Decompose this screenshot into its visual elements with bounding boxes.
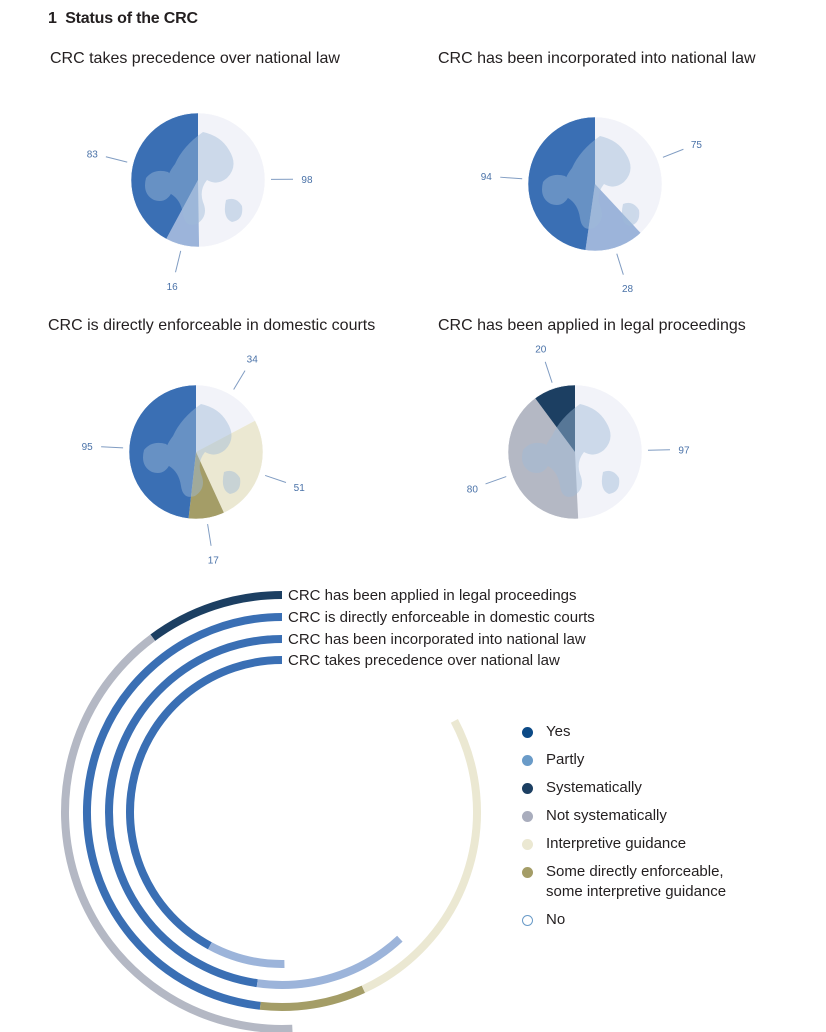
section-title: Status of the CRC [65, 10, 198, 27]
radial-ring-0-seg-not-systematically [61, 634, 293, 1032]
pie-0-value-yes: 83 [87, 149, 99, 160]
pie-0-leader-partly [175, 250, 182, 273]
pie-3: 97 80 20 [467, 344, 690, 520]
legend-item-no: No [518, 910, 726, 930]
pie-1-leader-yes [500, 176, 523, 180]
pie-3-slice-no [575, 385, 642, 519]
page-title: 1 Status of the CRC [48, 10, 198, 28]
pie-0-slice-no [198, 113, 265, 247]
pie-2-value-yes: 95 [82, 442, 94, 453]
pie-title-precedence: CRC takes precedence over national law [50, 50, 340, 67]
radial-ring-0-seg-systematically [150, 591, 283, 641]
pie-1-globe-icon [542, 136, 640, 229]
pie-3-value-systematically: 20 [535, 344, 547, 355]
pie-charts: 98 16 83 75 28 94 34 51 17 95 97 80 20 [82, 112, 703, 567]
pie-3-leader-no [647, 449, 670, 451]
pie-3-leader-not-systematically [485, 476, 507, 485]
legend-swatch-some-enforceable [522, 867, 533, 878]
radial-ring-1: CRC is directly enforceable in domestic … [83, 609, 595, 1012]
pie-2-value-interpretive-guidance: 51 [294, 483, 306, 494]
pie-3-value-not-systematically: 80 [467, 485, 479, 496]
legend-item-some-enforceable: Some directly enforceable, some interpre… [518, 862, 726, 902]
pie-0: 98 16 83 [87, 112, 313, 293]
pie-3-slice-systematically [535, 385, 575, 452]
pie-3-outline [507, 384, 643, 520]
legend-swatch-no [522, 915, 533, 926]
radial-ring-1-label: CRC is directly enforceable in domestic … [288, 609, 595, 626]
pie-3-value-no: 97 [678, 445, 690, 456]
pie-2: 34 51 17 95 [82, 355, 306, 567]
section-number: 1 [48, 10, 57, 27]
pie-2-leader-no [233, 370, 246, 390]
radial-ring-3-label: CRC takes precedence over national law [288, 652, 560, 669]
legend-label: Some directly enforceable, some interpre… [546, 863, 727, 900]
pie-2-value-no: 34 [247, 355, 259, 366]
legend-swatch-systematically [522, 783, 533, 794]
legend-item-partly: Partly [518, 750, 726, 770]
legend-item-yes: Yes [518, 722, 726, 742]
pie-2-leader-some-directly-enforceable-some-interpretive-guidance [207, 523, 212, 546]
radial-ring-0-label: CRC has been applied in legal proceeding… [288, 587, 577, 604]
legend-swatch-yes [522, 727, 533, 738]
pie-1-slice-yes [528, 117, 595, 251]
pie-2-value-some-directly-enforceable-some-interpretive-guidance: 17 [208, 556, 220, 567]
radial-ring-2-seg-partly [256, 935, 403, 989]
radial-ring-3: CRC takes precedence over national law [126, 652, 560, 968]
pie-2-leader-yes [101, 446, 124, 449]
legend-label: No [546, 911, 566, 928]
pie-title-applied: CRC has been applied in legal proceeding… [438, 317, 746, 334]
pie-1-leader-no [662, 148, 684, 158]
pie-2-slice-some-directly-enforceable-some-interpretive-guidance [188, 452, 224, 519]
legend-label: Systematically [546, 779, 642, 796]
radial-ring-1-seg-yes [83, 613, 283, 1010]
pie-1-outline [527, 116, 663, 252]
pie-0-globe-icon [145, 132, 243, 225]
pie-1: 75 28 94 [481, 116, 703, 295]
pie-1-value-yes: 94 [481, 172, 493, 183]
radial-ring-2-seg-yes [105, 635, 283, 988]
legend-item-not-systematically: Not systematically [518, 806, 726, 826]
pie-2-slice-no [196, 385, 256, 452]
pie-0-leader-yes [105, 156, 128, 163]
legend-swatch-interpretive-guidance [522, 839, 533, 850]
radial-ring-1-seg-interpretive-guidance [361, 718, 481, 993]
legend-swatch-not-systematically [522, 811, 533, 822]
legend-item-systematically: Systematically [518, 778, 726, 798]
pie-0-slice-partly [166, 180, 200, 247]
pie-2-slice-yes [129, 385, 196, 519]
pie-0-slice-yes [130, 113, 198, 239]
radial-ring-2-label: CRC has been incorporated into national … [288, 631, 586, 648]
pie-3-slice-not-systematically [508, 398, 579, 519]
legend-label: Partly [546, 751, 585, 768]
radial-bar-chart: CRC has been applied in legal proceeding… [61, 587, 595, 1032]
pie-2-leader-interpretive-guidance [264, 474, 287, 483]
pie-2-slice-interpretive-guidance [196, 420, 263, 513]
legend: Yes Partly Systematically Not systematicall… [518, 722, 726, 938]
pie-3-leader-systematically [544, 361, 553, 383]
pie-1-value-no: 75 [691, 140, 703, 151]
legend-label: Not systematically [546, 807, 667, 824]
pie-1-leader-partly [616, 253, 624, 275]
pie-0-value-no: 98 [301, 175, 313, 186]
pie-0-outline [130, 112, 266, 248]
radial-ring-3-seg-partly [207, 942, 285, 968]
legend-label: Yes [546, 723, 571, 740]
pie-2-outline [128, 384, 264, 520]
pie-1-value-partly: 28 [622, 284, 634, 295]
pie-2-globe-icon [143, 404, 241, 497]
radial-ring-0: CRC has been applied in legal proceeding… [61, 587, 577, 1032]
legend-label: Interpretive guidance [546, 835, 687, 852]
radial-ring-1-seg-some-directly-enforceable-some-interpretive-guidance [259, 985, 366, 1012]
legend-item-interpretive-guidance: Interpretive guidance [518, 834, 726, 854]
pie-1-slice-no [595, 117, 663, 234]
pie-1-slice-partly [585, 184, 641, 251]
radial-ring-3-seg-yes [126, 656, 283, 950]
pie-title-enforceable: CRC is directly enforceable in domestic … [48, 317, 376, 334]
legend-swatch-partly [522, 755, 533, 766]
pie-0-value-partly: 16 [167, 282, 179, 293]
radial-ring-2: CRC has been incorporated into national … [105, 631, 586, 989]
pie-3-globe-icon [522, 404, 620, 497]
pie-title-incorporated: CRC has been incorporated into national … [438, 50, 756, 67]
